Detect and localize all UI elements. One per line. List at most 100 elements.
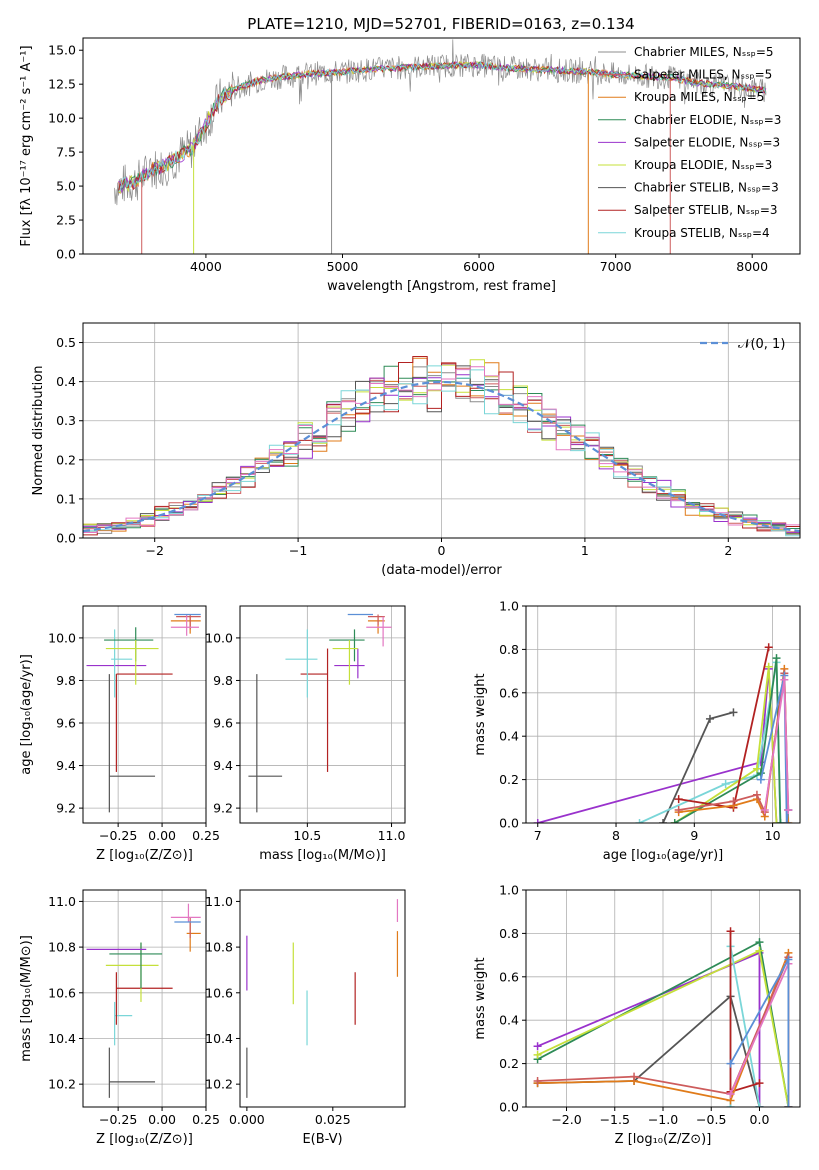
legend-entry: Kroupa STELIB, Nₛₛₚ=4 <box>634 226 770 240</box>
errorbar-point <box>115 972 173 1025</box>
x-tick-label: 4000 <box>190 259 222 274</box>
mass_weight_vs_Z-plot-area <box>533 927 793 1107</box>
weight-marker <box>782 819 791 823</box>
errorbar-point <box>367 616 385 634</box>
y-tick-label: 10.2 <box>48 1077 76 1092</box>
mass_vs_Z-axes: −0.25 0.00 0.25 10.2 10.4 10.6 10.8 11.0 Z [log₁… <box>19 889 220 1147</box>
y-tick-label: 10.8 <box>48 940 76 955</box>
y-tick-label: 0.0 <box>499 1100 519 1115</box>
weight-marker <box>756 775 765 784</box>
errorbar-point <box>170 614 199 636</box>
y-tick-label: 0.0 <box>56 531 76 546</box>
gaussian-reference-curve <box>83 380 800 533</box>
errorbar-point <box>285 629 318 698</box>
weight-marker <box>721 779 730 788</box>
y-tick-label: 0.4 <box>499 729 519 744</box>
y-tick-label: 0.6 <box>499 685 519 700</box>
mass_vs_Z-plot-area <box>86 903 201 1098</box>
weight-series <box>760 675 793 814</box>
weight-marker <box>772 819 781 823</box>
y-tick-label: 9.4 <box>213 758 233 773</box>
y-axis-label: Normed distribution <box>31 366 46 496</box>
y-tick-label: 10.6 <box>205 985 233 1000</box>
weight-marker <box>784 955 793 964</box>
x-tick-label: −1.5 <box>600 1112 630 1127</box>
y-tick-label: 10.8 <box>205 940 233 955</box>
weight-marker <box>635 819 644 823</box>
legend-entry: Chabrier ELODIE, Nₛₛₚ=3 <box>634 113 781 127</box>
x-tick-label: 9 <box>690 828 698 843</box>
mass_weight_vs_Z-axes: −2.0 −1.5 −1.0 −0.5 0.0 0.0 0.2 0.4 0.6 0.8 1.0 Z [… <box>473 883 801 1147</box>
x-tick-label: 10.5 <box>293 828 321 843</box>
weight-marker <box>726 1089 735 1098</box>
x-tick-label: 0.025 <box>315 1112 351 1127</box>
weight-line <box>674 666 778 823</box>
weight-marker <box>674 795 683 804</box>
x-tick-label: 0.00 <box>148 1112 176 1127</box>
weight-marker <box>705 714 714 723</box>
y-tick-label: 0.8 <box>499 926 519 941</box>
x-axis-label: E(B-V) <box>302 1132 342 1147</box>
weight-marker <box>755 946 764 955</box>
x-tick-label: −2.0 <box>551 1112 581 1127</box>
errorbar-point <box>332 640 358 685</box>
x-tick-label: −0.5 <box>696 1112 726 1127</box>
weight-marker <box>659 819 667 823</box>
figure-title: PLATE=1210, MJD=52701, FIBERID=0163, z=0… <box>247 15 634 33</box>
x-tick-label: 0.00 <box>148 828 176 843</box>
errorbar-point <box>115 673 173 772</box>
legend-entry: Salpeter ELODIE, Nₛₛₚ=3 <box>634 135 780 149</box>
y-tick-label: 0.0 <box>56 247 76 262</box>
mass_vs_ebv-frame <box>239 889 406 1108</box>
errorbar-point <box>300 648 329 772</box>
age_vs_Z-axes: −0.25 0.00 0.25 9.2 9.4 9.6 9.8 10.0 Z [log₁₀(Z/… <box>19 605 220 863</box>
y-tick-label: 0.2 <box>499 1056 519 1071</box>
age_vs_mass-frame <box>239 605 406 824</box>
x-tick-label: 6000 <box>463 259 495 274</box>
x-tick-label: 8 <box>612 828 620 843</box>
legend-entry: Salpeter STELIB, Nₛₛₚ=3 <box>634 203 778 217</box>
weight-marker <box>670 819 679 823</box>
y-tick-label: 1.0 <box>499 599 519 614</box>
errorbar-point <box>170 903 201 922</box>
errorbar-point <box>108 1047 156 1098</box>
y-tick-label: 9.2 <box>56 801 76 816</box>
errorbar-point <box>367 614 385 626</box>
weight-marker <box>755 1103 764 1107</box>
mass_weight_vs_age-frame <box>525 605 801 824</box>
x-tick-label: 7 <box>534 828 542 843</box>
y-tick-label: 10.6 <box>48 985 76 1000</box>
x-axis-label: Z [log₁₀(Z/Z⊙)] <box>96 1132 193 1147</box>
legend-entry: Kroupa MILES, Nₛₛₚ=5 <box>634 90 764 104</box>
weight-line <box>760 675 790 823</box>
residuals-plot-area <box>83 356 800 537</box>
weight-marker <box>776 819 785 823</box>
legend-entry: Chabrier MILES, Nₛₛₚ=5 <box>634 45 774 59</box>
age_vs_mass-axes: 10.5 11.0 9.2 9.4 9.6 9.8 10.0 mass [log₁₀(M/M⊙… <box>205 605 406 863</box>
y-tick-label: 0.8 <box>499 642 519 657</box>
weight-marker <box>752 764 761 773</box>
x-tick-label: −1.0 <box>648 1112 678 1127</box>
y-tick-label: 5.0 <box>56 179 76 194</box>
weight-marker <box>726 1059 735 1068</box>
weight-marker <box>752 790 761 799</box>
spectrum-legend: Chabrier MILES, Nₛₛₚ=5 Salpeter MILES, Nₛ… <box>598 45 781 240</box>
mass_vs_ebv-plot-area <box>246 899 399 1098</box>
x-tick-label: 2 <box>724 543 732 558</box>
x-axis-label: age [log₁₀(age/yr)] <box>603 848 724 863</box>
weight-marker <box>674 805 683 814</box>
mass_weight_vs_age-plot-area <box>533 643 793 823</box>
errorbar-point <box>366 616 392 647</box>
y-tick-label: 10.4 <box>205 1031 233 1046</box>
x-tick-label: 0.25 <box>192 828 220 843</box>
y-tick-label: 10.2 <box>205 1077 233 1092</box>
y-tick-label: 0.1 <box>56 491 76 506</box>
weight-line <box>729 963 790 1095</box>
errorbar-point <box>109 942 163 989</box>
x-axis-label: wavelength [Angstrom, rest frame] <box>327 279 556 294</box>
y-tick-label: 12.5 <box>48 77 76 92</box>
errorbar-point <box>248 674 283 813</box>
y-tick-label: 0.2 <box>56 452 76 467</box>
weight-line <box>537 994 761 1107</box>
